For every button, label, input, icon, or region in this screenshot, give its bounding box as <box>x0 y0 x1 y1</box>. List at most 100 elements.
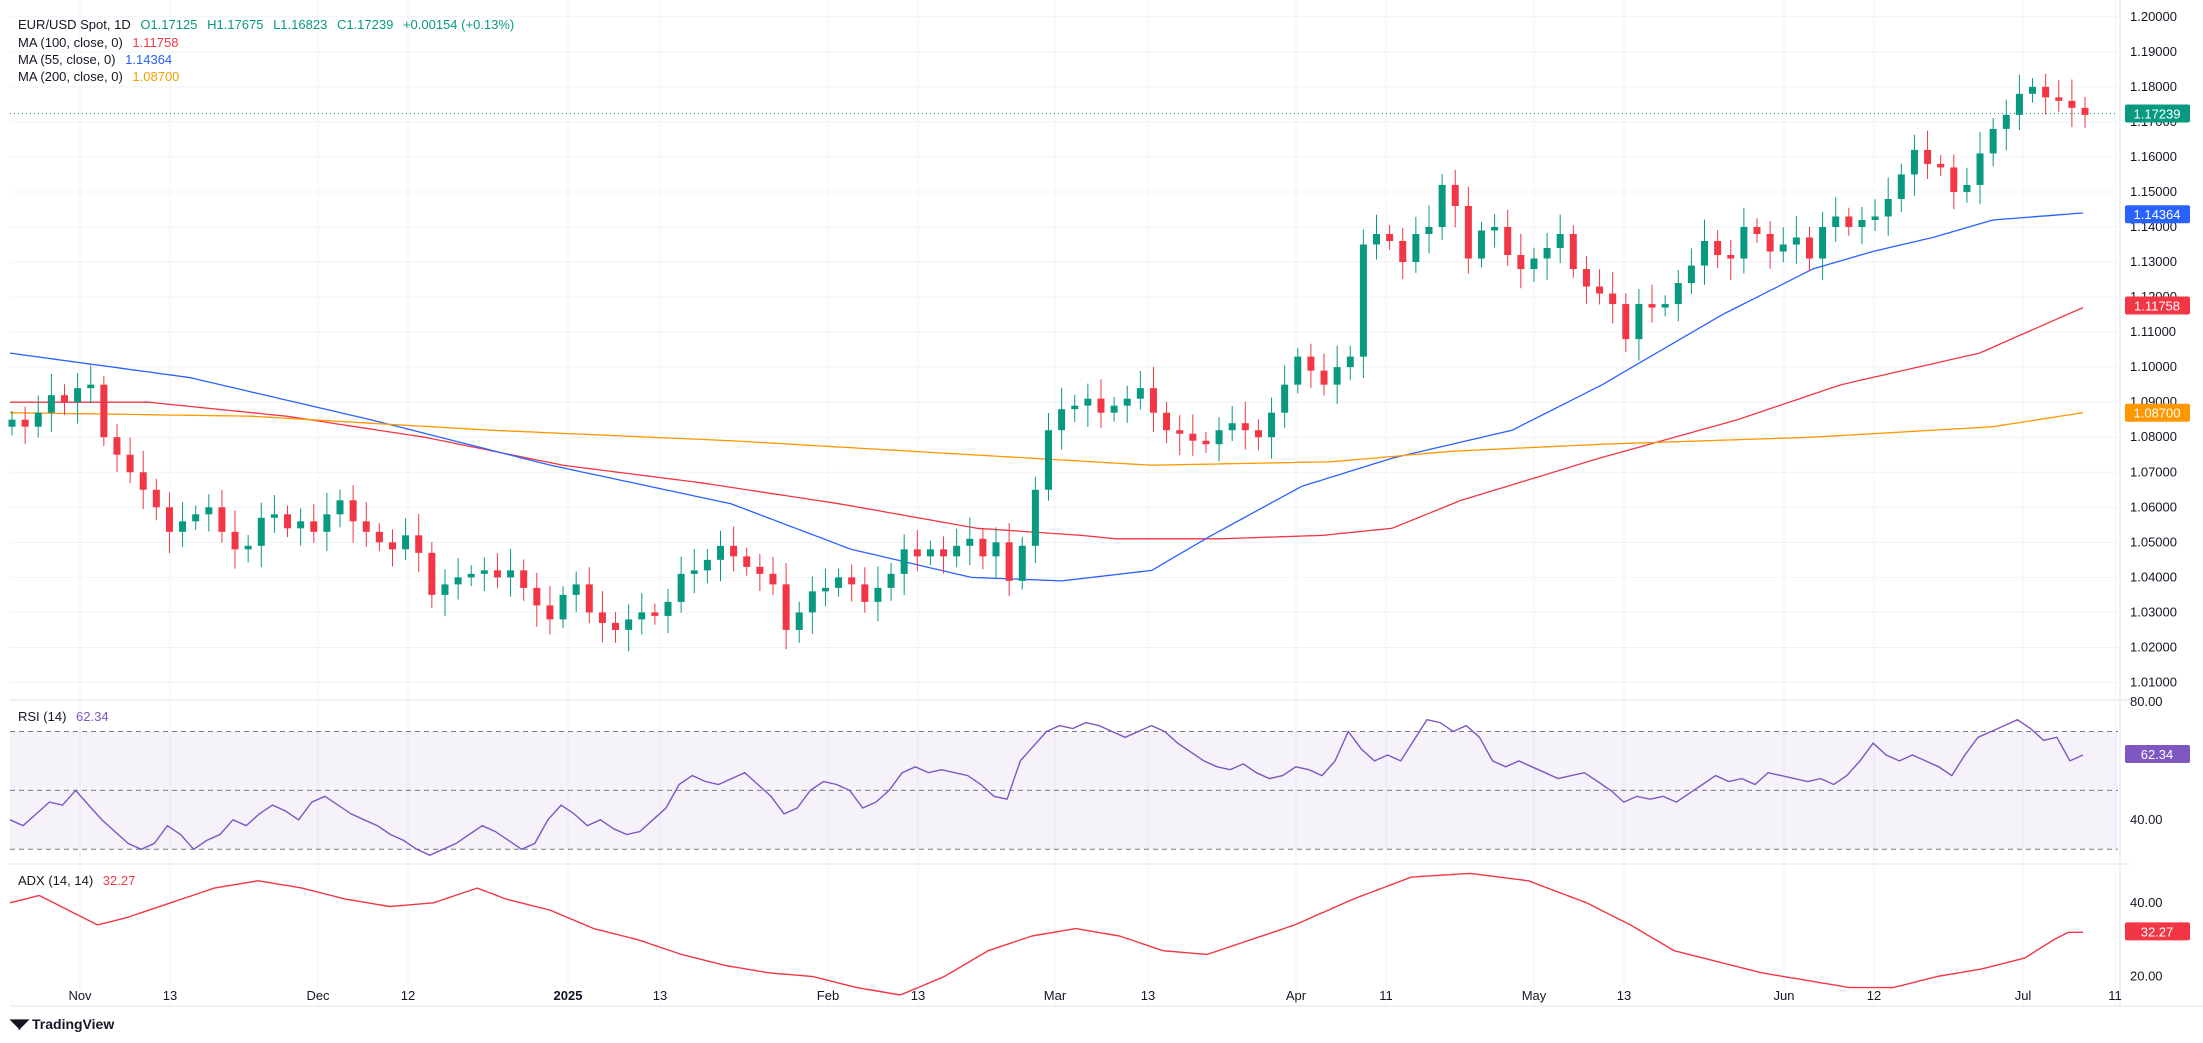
candle-body <box>231 531 239 550</box>
candle-body <box>756 566 764 574</box>
candle-body <box>284 514 292 529</box>
candle-body <box>1884 198 1892 217</box>
candle-body <box>1058 409 1066 431</box>
time-tick-label: 11 <box>1379 988 1393 1003</box>
candle-body <box>953 545 961 557</box>
change-value: +0.00154 (+0.13%) <box>402 17 515 32</box>
candle-body <box>2055 97 2063 101</box>
price-tick-label: 1.10000 <box>2130 359 2177 374</box>
ma200-legend[interactable]: MA (200, close, 0) 1.08700 <box>18 68 185 85</box>
candle-body <box>467 573 475 578</box>
candle-body <box>362 521 370 532</box>
candle-body <box>1596 286 1604 294</box>
candle-body <box>1425 226 1433 234</box>
candle-body <box>1005 542 1013 581</box>
candle-body <box>585 584 593 613</box>
time-axis[interactable]: Nov 13 Dec 12 2025 13 Feb 13 Mar 13 Apr 11 May 13 Jun 1… <box>68 988 2121 1003</box>
candle-body <box>1491 226 1499 231</box>
candle-body <box>1530 258 1538 270</box>
candle-body <box>1963 184 1971 192</box>
candle-body <box>1386 233 1394 242</box>
candle-body <box>415 535 423 553</box>
candle-body <box>2081 107 2089 115</box>
candle-body <box>1215 430 1223 445</box>
time-tick-label: 11 <box>2108 988 2122 1003</box>
candle-body <box>388 542 396 550</box>
low-value: L1.16823 <box>273 17 328 32</box>
ma100-legend[interactable]: MA (100, close, 0) 1.11758 <box>18 34 184 51</box>
price-tick-label: 1.01000 <box>2130 674 2177 689</box>
price-tick-label: 1.06000 <box>2130 499 2177 514</box>
candle-body <box>1202 440 1210 445</box>
candle-body <box>795 612 803 630</box>
symbol-title[interactable]: EUR/USD Spot, 1D <box>18 17 131 32</box>
candle-body <box>835 577 843 588</box>
candle-body <box>1136 388 1144 399</box>
adx-line <box>9 872 2083 996</box>
rsi-legend[interactable]: RSI (14) 62.34 <box>18 708 115 725</box>
candle-body <box>638 612 646 620</box>
candle-body <box>808 591 816 613</box>
time-tick-label: Mar <box>1044 988 1067 1003</box>
candle-body <box>60 395 68 403</box>
candle-body <box>2068 100 2076 108</box>
ma55-legend[interactable]: MA (55, close, 0) 1.14364 <box>18 51 178 68</box>
price-tick-label: 1.04000 <box>2130 569 2177 584</box>
candle-body <box>257 517 265 546</box>
adx-legend[interactable]: ADX (14, 14) 32.27 <box>18 872 141 889</box>
close-value: C1.17239 <box>336 17 394 32</box>
candle-body <box>1373 233 1381 245</box>
candle-body <box>979 538 987 557</box>
tradingview-logo[interactable]: ◥◤ TradingView <box>10 1016 114 1032</box>
candle-body <box>47 395 55 413</box>
candle-body <box>1412 233 1420 263</box>
time-tick-label: 13 <box>911 988 925 1003</box>
open-value: O1.17125 <box>140 17 198 32</box>
ma100-badge: 1.11758 <box>2134 299 2180 314</box>
candle-body <box>1622 304 1630 340</box>
candle-body <box>1543 248 1551 259</box>
candle-body <box>1176 430 1184 434</box>
time-tick-label: May <box>1522 988 1547 1003</box>
ma55-line <box>9 212 2084 582</box>
price-axis[interactable]: 1.200001.190001.180001.170001.160001.150… <box>2130 9 2177 984</box>
candle-body <box>1582 269 1590 287</box>
candle-body <box>1714 241 1722 256</box>
candle-body <box>940 549 948 557</box>
candle-body <box>441 584 449 595</box>
candle-body <box>375 531 383 543</box>
ma100-label: MA (100, close, 0) <box>18 35 123 50</box>
candle-body <box>1399 241 1407 263</box>
candle-body <box>1701 241 1709 266</box>
time-tick-label: 13 <box>163 988 177 1003</box>
pane-borders <box>10 0 2203 1007</box>
candle-body <box>1464 205 1472 259</box>
adx-value: 32.27 <box>102 873 136 888</box>
adx-tick-label: 20.00 <box>2130 969 2163 984</box>
candle-body <box>1477 230 1485 259</box>
axis-badges: 1.17239 1.14364 1.11758 1.08700 62.34 32.27 <box>2125 104 2190 941</box>
candle-body <box>677 573 685 602</box>
time-tick-label: 2025 <box>554 988 583 1003</box>
candle-body <box>572 584 580 595</box>
price-tick-label: 1.15000 <box>2130 184 2177 199</box>
candle-body <box>2029 86 2037 94</box>
moving-average-lines <box>9 212 2084 582</box>
candle-body <box>1792 237 1800 245</box>
candle-body <box>1149 388 1157 413</box>
price-tick-label: 1.13000 <box>2130 254 2177 269</box>
rsi-label: RSI (14) <box>18 709 67 724</box>
candle-body <box>1858 219 1866 227</box>
time-tick-label: 12 <box>401 988 415 1003</box>
adx-label: ADX (14, 14) <box>18 873 94 888</box>
candle-body <box>87 384 95 389</box>
candle-body <box>1084 398 1092 406</box>
candle-body <box>1674 283 1682 305</box>
candle-body <box>1635 304 1643 340</box>
candle-body <box>349 500 357 522</box>
ma100-line <box>10 307 2084 540</box>
candle-body <box>402 535 410 550</box>
candle-body <box>926 549 934 557</box>
candle-body <box>139 472 147 490</box>
